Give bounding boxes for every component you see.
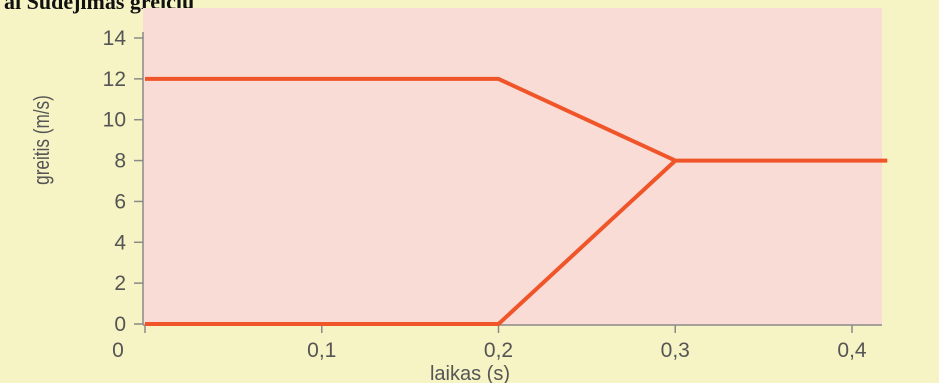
x-tick-label: 0,3 (661, 339, 690, 362)
y-tick-label: 12 (103, 68, 126, 91)
x-tick-label: 0,2 (484, 339, 513, 362)
y-tick-label: 8 (114, 150, 126, 173)
y-tick-label: 10 (103, 109, 126, 132)
series-line-2 (145, 159, 677, 326)
x-axis-title: laikas (s) (430, 363, 510, 383)
x-tick-label: 0,4 (837, 339, 867, 362)
x-tick-label: 0,1 (307, 339, 336, 362)
x-axis: 0 0,1 0,2 0,3 0,4 (112, 324, 882, 362)
y-tick-label: 14 (103, 27, 127, 50)
plot-background (143, 8, 882, 325)
x-tick-label: 0 (112, 339, 124, 362)
y-axis: 0 2 4 6 8 10 12 14 (103, 27, 144, 336)
y-axis-title: greitis (m/s) (30, 95, 55, 185)
y-tick-label: 2 (114, 272, 126, 295)
y-tick-label: 6 (114, 190, 126, 213)
y-tick-label: 4 (114, 231, 126, 254)
series-line-1 (145, 76, 888, 163)
series-group (145, 76, 888, 326)
y-tick-label: 0 (114, 313, 126, 336)
